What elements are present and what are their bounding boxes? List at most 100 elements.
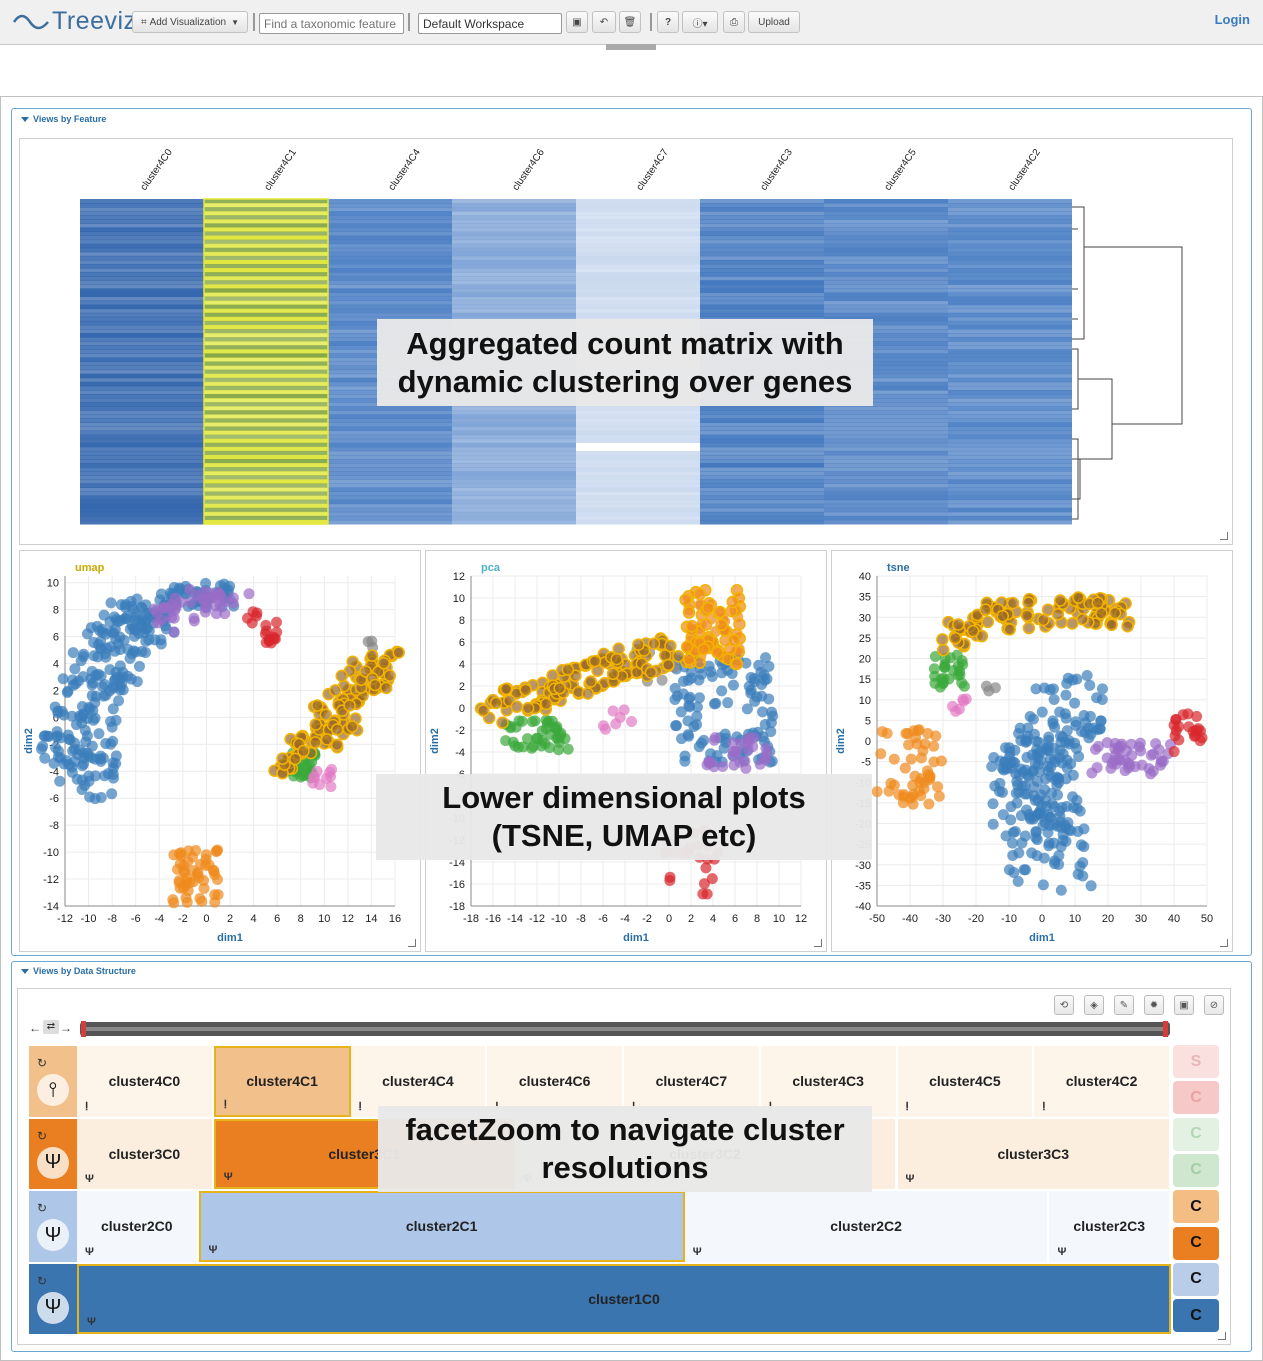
scatter-point	[1077, 870, 1089, 882]
resize-handle-icon[interactable]	[1220, 532, 1228, 540]
leaf-node-icon[interactable]: ⵑ	[85, 1100, 89, 1113]
reset-button[interactable]: ⟲	[1054, 995, 1074, 1015]
icicle-node[interactable]: cluster4C7ⵑ	[624, 1046, 761, 1117]
expand-node-icon[interactable]: Ψ	[85, 1173, 94, 1185]
heatmap-cell	[948, 231, 1072, 237]
arrow-left-icon[interactable]: ←	[29, 1021, 41, 1035]
reset-level-icon[interactable]: ↻	[37, 1128, 48, 1143]
resize-handle-icon[interactable]	[1220, 939, 1228, 947]
delete-workspace-button[interactable]: 🗑	[619, 11, 641, 33]
cluster-level-button[interactable]: C	[1173, 1153, 1219, 1187]
icicle-node[interactable]: cluster4C5 ⵑ	[897, 1046, 1035, 1117]
workspace-name-input[interactable]: Default Workspace	[418, 13, 562, 34]
expand-node-icon[interactable]: Ψ	[208, 1243, 218, 1256]
toolbar-resize-grip[interactable]	[606, 44, 656, 50]
save-button[interactable]: ▣	[1174, 995, 1194, 1015]
expand-node-icon[interactable]: Ψ	[692, 1245, 702, 1258]
scatter-point	[268, 633, 280, 645]
leaf-node-icon[interactable]: ⵑ	[223, 1098, 227, 1111]
expand-node-icon[interactable]: Ψ	[1057, 1245, 1067, 1258]
dendrogram-branch	[1072, 206, 1085, 340]
swap-arrows-icon[interactable]: ⇄	[43, 1020, 59, 1034]
icicle-node[interactable]: cluster2C1 Ψ	[198, 1191, 685, 1262]
cluster-level-button[interactable]: C	[1173, 1226, 1219, 1260]
leaf-node-icon[interactable]: ⵑ	[905, 1100, 909, 1113]
arrow-right-icon[interactable]: →	[60, 1021, 72, 1035]
info-menu-button[interactable]: ⓘ▾	[682, 11, 718, 33]
expand-node-icon[interactable]: Ψ	[905, 1173, 915, 1185]
app-name[interactable]: Treeviz	[52, 7, 137, 35]
aggregate-level-icon[interactable]: Ψ	[37, 1219, 69, 1252]
level-handle[interactable]: ↻ Ψ	[29, 1263, 77, 1334]
undo-button[interactable]: ↶	[592, 11, 616, 33]
icicle-node[interactable]: cluster1C0 Ψ	[77, 1263, 1171, 1334]
heatmap-cell	[80, 454, 204, 460]
scatter-point	[107, 735, 119, 747]
icicle-node[interactable]: cluster4C1 ⵑ	[213, 1046, 351, 1117]
save-workspace-button[interactable]: ▣	[566, 11, 588, 33]
expand-node-icon[interactable]: Ψ	[223, 1171, 233, 1183]
tsne-scatter-plot[interactable]: -50 -40 -30 -20 -10 0 10 20 30 40 5040353025201510…	[832, 551, 1232, 951]
cluster-level-button[interactable]: C	[1173, 1117, 1219, 1151]
cluster-level-button[interactable]: C	[1173, 1190, 1219, 1224]
scatter-point	[211, 844, 223, 856]
heatmap-cell	[948, 227, 1072, 232]
cluster-level-button[interactable]: C	[1173, 1081, 1219, 1115]
leaf-node-icon[interactable]: ⵑ	[1042, 1100, 1046, 1113]
icicle-node[interactable]: cluster3C3 Ψ	[897, 1118, 1171, 1189]
scatter-point	[763, 660, 775, 672]
cluster-level-button[interactable]: C	[1173, 1299, 1219, 1333]
icicle-node[interactable]: cluster3C0 Ψ	[77, 1118, 214, 1189]
aggregate-level-icon[interactable]: Ψ	[37, 1146, 69, 1179]
icicle-node[interactable]: cluster2C0 Ψ	[77, 1191, 199, 1262]
upload-button[interactable]: Upload	[748, 11, 800, 33]
resize-handle-icon[interactable]	[1218, 1332, 1226, 1340]
range-slider-left-handle[interactable]	[81, 1021, 86, 1037]
feature-search-input[interactable]	[259, 13, 404, 34]
icicle-node[interactable]: cluster4C0 ⵑ	[77, 1046, 214, 1117]
help-button[interactable]: ?	[657, 11, 679, 33]
level-handle[interactable]: ↻ Ψ	[29, 1191, 77, 1262]
expand-node-icon[interactable]: Ψ	[87, 1316, 96, 1328]
icicle-node[interactable]: cluster2C2 Ψ	[684, 1191, 1050, 1262]
settings-button[interactable]: ✹	[1144, 995, 1164, 1015]
heatmap-cell	[948, 385, 1072, 391]
heatmap-cell	[204, 414, 328, 419]
resize-handle-icon[interactable]	[408, 939, 416, 947]
expand-node-icon[interactable]: Ψ	[85, 1245, 94, 1258]
heatmap-cell	[80, 239, 204, 245]
umap-scatter-plot[interactable]: -12-10-8-6-4-202468101214161086420-2-4-6…	[20, 551, 420, 951]
heatmap-cell	[80, 268, 204, 273]
select-button[interactable]: S	[1173, 1045, 1219, 1078]
resize-handle-icon[interactable]	[814, 939, 822, 947]
disable-button[interactable]: ⊘	[1204, 995, 1224, 1015]
edit-button[interactable]: ✎	[1114, 995, 1134, 1015]
reset-level-icon[interactable]: ↻	[37, 1273, 48, 1288]
icicle-node[interactable]: cluster4C6ⵑ	[487, 1046, 624, 1117]
icicle-node[interactable]: cluster4C4 ⵑ	[350, 1046, 488, 1117]
views-by-data-structure-header[interactable]: Views by Data Structure	[21, 966, 136, 976]
aggregate-level-icon[interactable]: ⫯	[37, 1074, 69, 1107]
y-tick-label: -16	[449, 879, 465, 891]
print-button[interactable]: ⎙	[723, 11, 745, 33]
level-handle[interactable]: ↻ ⫯	[29, 1046, 77, 1117]
views-by-feature-header[interactable]: Views by Feature	[21, 114, 106, 124]
range-slider-right-handle[interactable]	[1163, 1021, 1168, 1037]
pca-scatter-plot[interactable]: -18 -16 -14 -12 -10 -8 -6 -4 -2 0 2 4 6 8 10 12 12 10 8 6 4 2…	[426, 551, 826, 951]
color-button[interactable]: ◈	[1084, 995, 1104, 1015]
level-handle[interactable]: ↻ Ψ	[29, 1118, 77, 1189]
icicle-node[interactable]: cluster4C2 ⵑ	[1034, 1046, 1171, 1117]
heatmap-cell	[948, 203, 1072, 208]
scatter-point	[1048, 837, 1060, 849]
heatmap-cell	[824, 341, 948, 346]
reset-level-icon[interactable]: ↻	[37, 1201, 48, 1216]
aggregate-level-icon[interactable]: Ψ	[37, 1291, 69, 1324]
icicle-node[interactable]: cluster4C3ⵑ	[760, 1046, 898, 1117]
add-visualization-button[interactable]: ⌗ Add Visualization ▼	[132, 11, 248, 33]
login-link[interactable]: Login	[1214, 12, 1250, 27]
cluster-level-button[interactable]: C	[1173, 1262, 1219, 1296]
heatmap-cell	[328, 243, 452, 249]
icicle-node[interactable]: cluster2C3 Ψ	[1049, 1191, 1171, 1262]
leaf-node-icon[interactable]: ⵑ	[358, 1100, 362, 1113]
reset-level-icon[interactable]: ↻	[37, 1056, 48, 1071]
